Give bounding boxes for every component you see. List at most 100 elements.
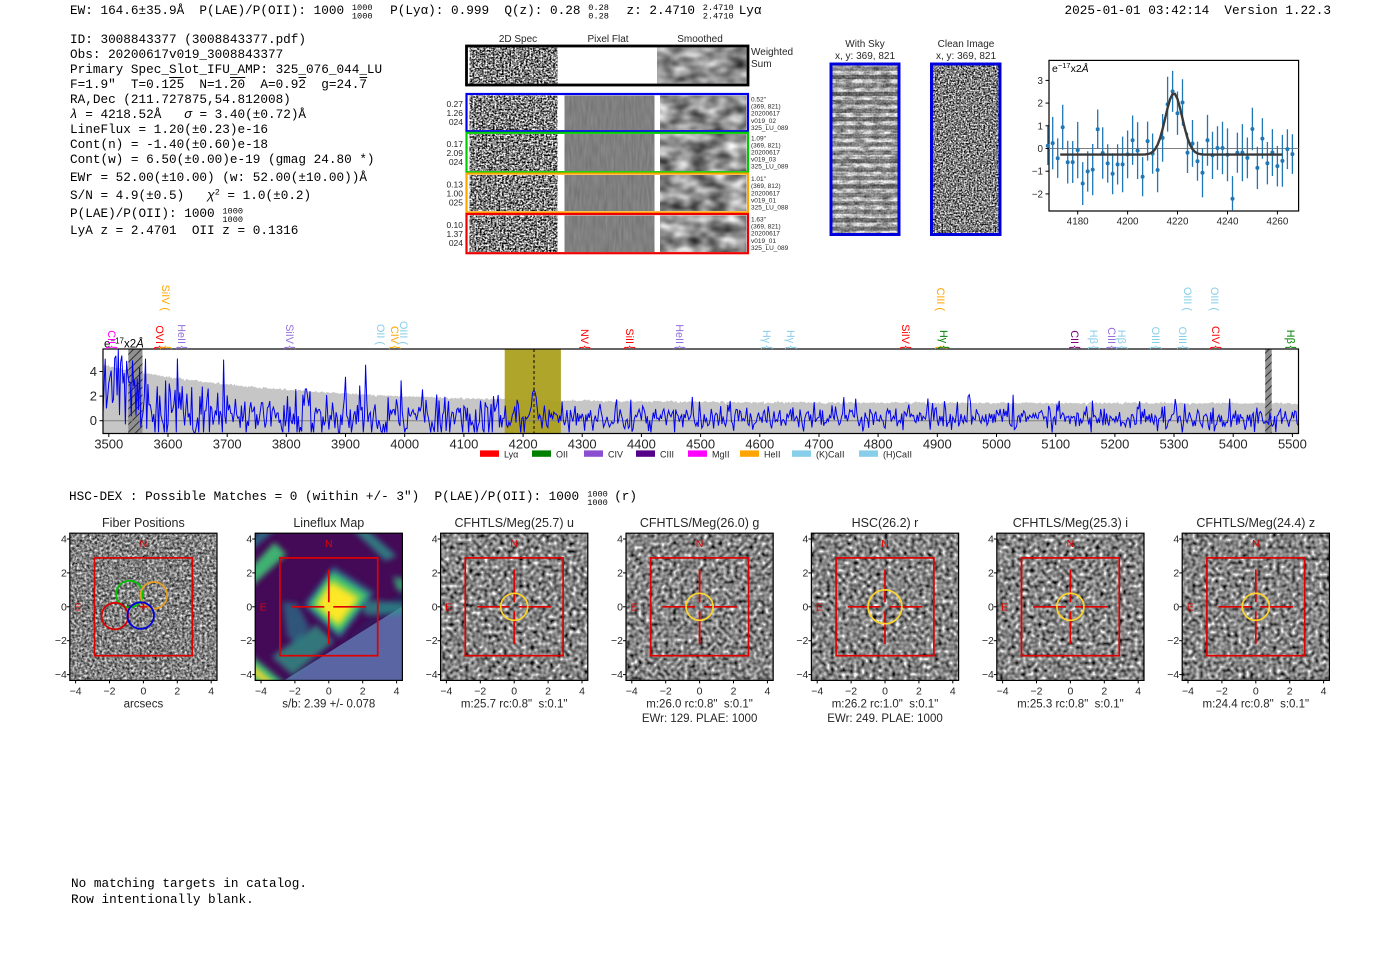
svg-text:2025-01-01 03:42:14 Version 1: 2025-01-01 03:42:14 Version 1.22.3 (1065, 3, 1331, 18)
svg-text:325_LU_089: 325_LU_089 (751, 164, 789, 171)
svg-text:{: { (900, 346, 912, 350)
svg-text:3700: 3700 (213, 437, 242, 452)
svg-text:5300: 5300 (1160, 437, 1189, 452)
svg-text:2: 2 (1173, 567, 1179, 579)
svg-text:4: 4 (803, 534, 809, 546)
svg-text:EWr: 129. PLAE: 1000: EWr: 129. PLAE: 1000 (642, 713, 758, 725)
svg-text:EWr = 52.00(±10.00) (w: 52.00(: EWr = 52.00(±10.00) (w: 52.00(±10.00))Å (70, 170, 367, 185)
svg-text:OIII (: OIII ( (1181, 287, 1193, 311)
svg-text:0: 0 (803, 601, 809, 613)
svg-text:{: { (935, 346, 947, 350)
svg-text:4: 4 (90, 364, 97, 379)
svg-text:λ = 4218.52Å σ = 3.40(±0.72): λ = 4218.52Å σ = 3.40(±0.72)Å (70, 107, 306, 122)
svg-text:325_LU_089: 325_LU_089 (751, 245, 789, 252)
svg-text:v019_02: v019_02 (751, 118, 776, 125)
svg-text:{: { (1150, 346, 1162, 350)
svg-text:CFHTLS/Meg(25.7) u: CFHTLS/Meg(25.7) u (454, 516, 574, 530)
svg-text:N: N (1067, 538, 1075, 550)
svg-text:−4: −4 (440, 686, 452, 698)
svg-text:(369, 821): (369, 821) (751, 104, 781, 111)
svg-text:4: 4 (394, 686, 400, 698)
svg-text:E: E (1187, 602, 1194, 614)
svg-text:4: 4 (246, 534, 252, 546)
svg-text:No matching targets in catalog: No matching targets in catalog. (71, 876, 307, 891)
svg-text:1000: 1000 (222, 206, 243, 216)
svg-text:4800: 4800 (864, 437, 893, 452)
svg-text:2: 2 (174, 686, 180, 698)
svg-text:{: { (1069, 346, 1081, 350)
svg-text:0.28: 0.28 (588, 3, 609, 13)
svg-text:EW: 164.6±35.9Å P(LAE)/P(OII): EW: 164.6±35.9Å P(LAE)/P(OII): 1000 (70, 3, 352, 18)
svg-text:−2: −2 (611, 635, 623, 647)
svg-text:5500: 5500 (1278, 437, 1307, 452)
svg-text:N: N (1252, 538, 1260, 550)
svg-text:x, y: 369, 821: x, y: 369, 821 (936, 51, 996, 62)
svg-text:4: 4 (1321, 686, 1327, 698)
svg-text:3900: 3900 (331, 437, 360, 452)
svg-text:2: 2 (988, 567, 994, 579)
svg-text:20200617: 20200617 (751, 150, 780, 157)
svg-text:0: 0 (432, 601, 438, 613)
svg-text:E: E (445, 602, 452, 614)
svg-text:−4: −4 (70, 686, 82, 698)
svg-text:2.4710: 2.4710 (703, 12, 734, 22)
svg-text:−2: −2 (426, 635, 438, 647)
svg-text:CII: CII (105, 330, 117, 344)
svg-text:2: 2 (360, 686, 366, 698)
svg-text:4: 4 (579, 686, 585, 698)
svg-text:5400: 5400 (1219, 437, 1248, 452)
svg-text:4500: 4500 (686, 437, 715, 452)
svg-text:0.52": 0.52" (751, 97, 767, 104)
svg-text:1.01": 1.01" (751, 176, 767, 183)
svg-text:SiIV (: SiIV ( (159, 285, 171, 312)
svg-text:OIII: OIII (1176, 327, 1188, 344)
svg-text:OII (: OII ( (374, 324, 386, 345)
svg-text:m:25.7 rc:0.8" s:0.1": m:25.7 rc:0.8" s:0.1" (461, 699, 568, 711)
svg-text:−2: −2 (660, 686, 672, 698)
svg-text:2: 2 (803, 567, 809, 579)
svg-text:{: { (624, 346, 636, 350)
svg-text:1.09": 1.09" (751, 135, 767, 142)
svg-text:CIII: CIII (660, 450, 674, 460)
svg-text:m:26.2 rc:1.0" s:0.1": m:26.2 rc:1.0" s:0.1" (832, 699, 939, 711)
svg-text:−4: −4 (626, 686, 638, 698)
svg-text:v019_01: v019_01 (751, 197, 776, 204)
svg-text:4: 4 (988, 534, 994, 546)
svg-text:OIII (: OIII ( (1208, 287, 1220, 311)
svg-text:SiIV: SiIV (283, 324, 295, 345)
svg-text:{: { (1210, 346, 1222, 350)
svg-text:Obs: 20200617v019_3008843377: Obs: 20200617v019_3008843377 (70, 47, 283, 62)
svg-text:2: 2 (1038, 99, 1043, 110)
svg-text:(369, 812): (369, 812) (751, 183, 781, 190)
svg-text:OII: OII (556, 450, 568, 460)
svg-text:z: 2.4710: z: 2.4710 (611, 3, 702, 18)
svg-text:0: 0 (326, 686, 332, 698)
svg-text:N: N (696, 538, 704, 550)
svg-text:20200617: 20200617 (751, 111, 780, 118)
svg-text:OVI: OVI (153, 325, 165, 344)
svg-text:−2: −2 (1167, 635, 1179, 647)
svg-text:HeII: HeII (673, 324, 685, 344)
svg-text:0.13: 0.13 (446, 180, 463, 190)
svg-text:OIII (: OIII ( (397, 321, 409, 345)
svg-text:3800: 3800 (272, 437, 301, 452)
svg-text:CIV: CIV (1209, 326, 1221, 345)
svg-text:2: 2 (246, 567, 252, 579)
svg-text:Primary Spec_Slot_IFU_AMP: 325: Primary Spec_Slot_IFU_AMP: 325_076_044_L… (70, 62, 382, 77)
svg-text:024: 024 (449, 117, 463, 127)
svg-text:−2: −2 (1216, 686, 1228, 698)
svg-text:{: { (1106, 346, 1118, 350)
svg-text:0: 0 (90, 413, 97, 428)
svg-text:m:24.4 rc:0.8" s:0.1": m:24.4 rc:0.8" s:0.1" (1202, 699, 1309, 711)
svg-text:4240: 4240 (1217, 217, 1239, 228)
svg-text:0: 0 (1173, 601, 1179, 613)
svg-text:HeII: HeII (764, 450, 781, 460)
svg-text:Clean Image: Clean Image (938, 39, 995, 50)
svg-text:1000: 1000 (587, 498, 608, 508)
svg-text:−2: −2 (474, 686, 486, 698)
svg-text:1: 1 (1038, 121, 1043, 132)
svg-text:−4: −4 (1182, 686, 1194, 698)
svg-text:(369, 821): (369, 821) (751, 224, 781, 231)
svg-text:0: 0 (882, 686, 888, 698)
svg-text:2: 2 (731, 686, 737, 698)
